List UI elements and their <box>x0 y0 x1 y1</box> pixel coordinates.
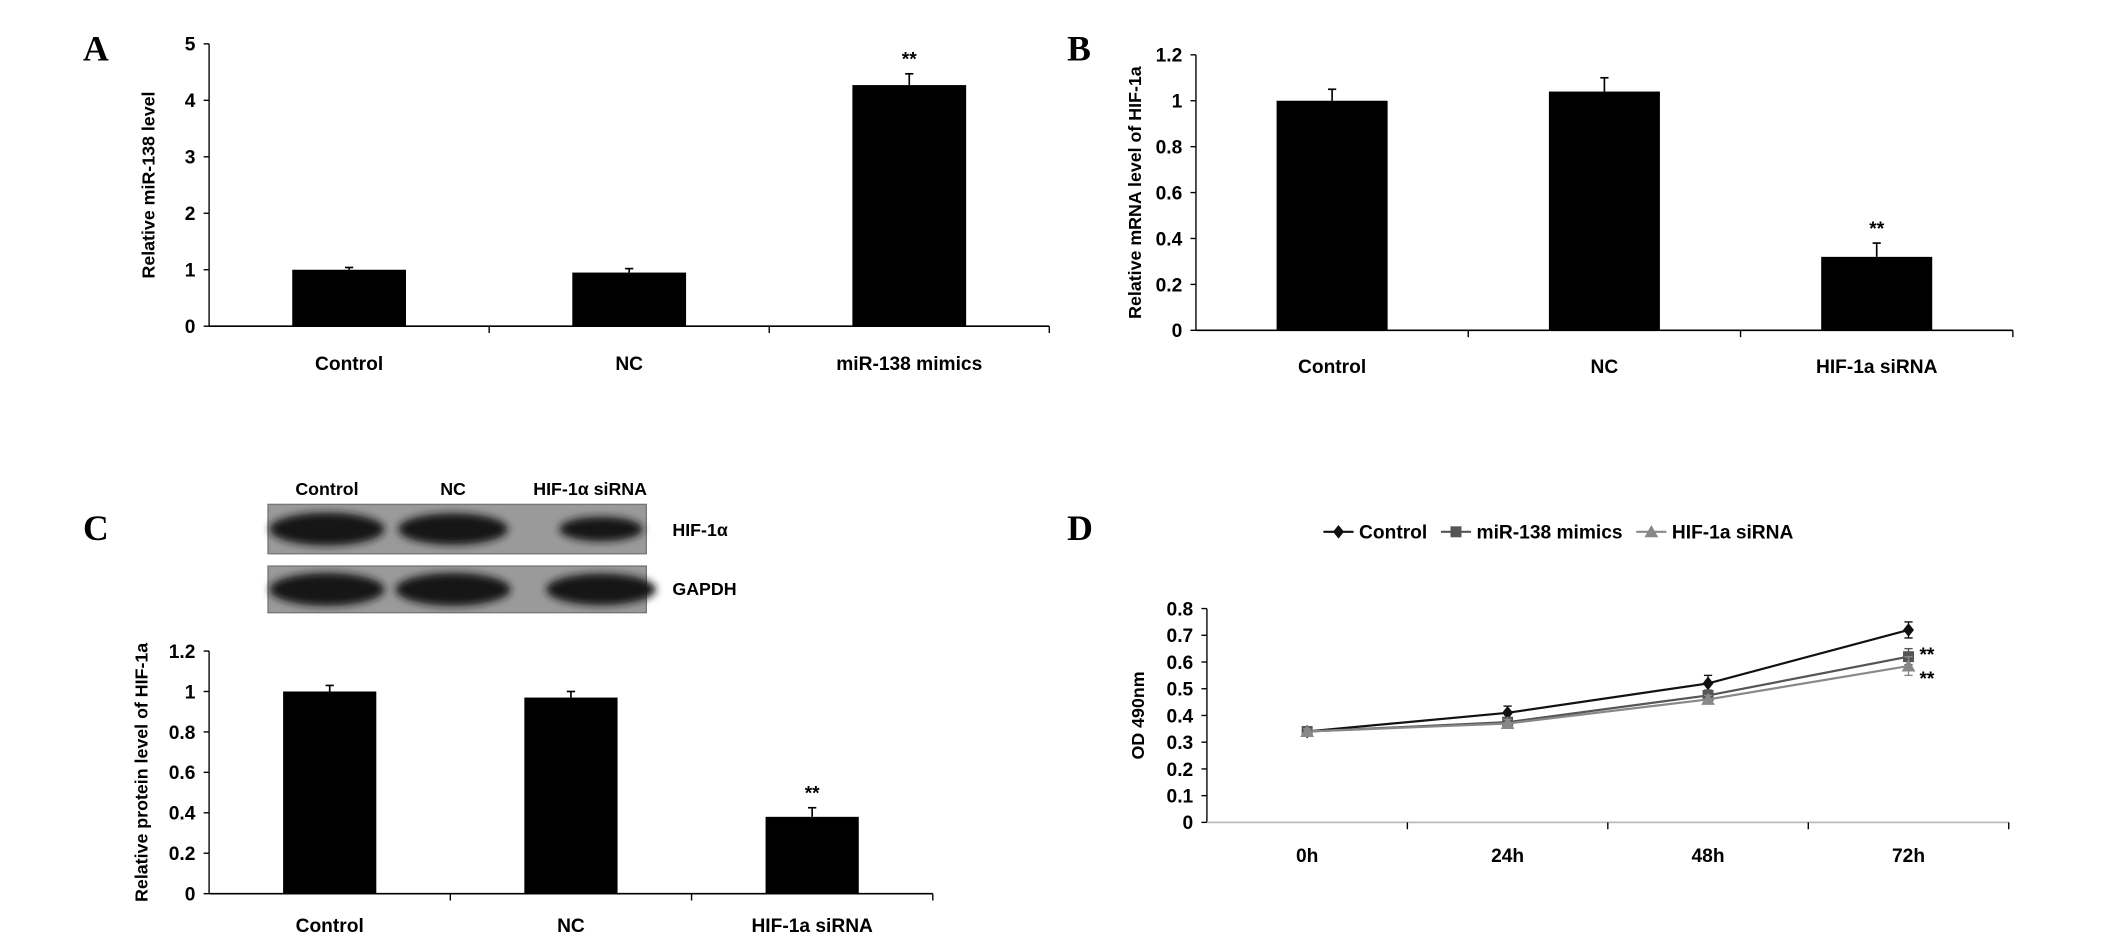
blot-band <box>269 512 385 546</box>
bar <box>1821 256 1933 331</box>
y-tick-label: 1 <box>185 682 196 703</box>
blot-band <box>398 513 509 545</box>
bar <box>292 269 407 327</box>
blot-lane-label: Control <box>295 479 358 499</box>
legend-label: miR-138 mimics <box>1477 523 1623 544</box>
y-tick-label: 4 <box>185 91 196 112</box>
y-tick-label: 0.7 <box>1167 626 1194 647</box>
legend-label: Control <box>1359 523 1427 544</box>
marker-diamond <box>1502 705 1514 720</box>
blot-band <box>395 572 511 606</box>
marker-diamond <box>1903 623 1914 637</box>
bar <box>765 816 859 894</box>
x-category-label: NC <box>615 354 643 375</box>
panel-label-c: C <box>83 508 109 548</box>
y-tick-label: 1.2 <box>169 642 196 663</box>
y-tick-label: 0 <box>1183 813 1194 834</box>
bar <box>524 697 618 894</box>
blot-band <box>269 572 385 606</box>
x-category-label: 0h <box>1296 846 1318 867</box>
x-category-label: 48h <box>1692 846 1725 867</box>
chart-b: 0 0.2 0.4 0.6 0.8 1 1.2 Relative mRNA level of … <box>1125 46 2014 378</box>
y-tick-label: 0.2 <box>169 844 196 865</box>
significance-mark: ** <box>902 50 917 71</box>
marker-diamond <box>1333 524 1344 539</box>
y-tick-label: 0 <box>185 317 196 338</box>
series-line <box>1307 664 1909 733</box>
x-category-label: Control <box>315 354 383 375</box>
y-tick-label: 0.6 <box>169 763 196 784</box>
x-category-label: 24h <box>1491 846 1524 867</box>
blot-lane-label: NC <box>440 479 466 499</box>
legend-label: HIF-1a siRNA <box>1672 523 1794 544</box>
marker-diamond <box>1702 676 1714 691</box>
y-tick-label: 2 <box>185 204 196 225</box>
x-category-label: miR-138 mimics <box>836 354 982 375</box>
y-axis-title: Relative protein level of HIF-1a <box>131 642 151 902</box>
marker-triangle <box>1644 524 1659 538</box>
marker-square <box>1450 526 1462 538</box>
significance-mark: ** <box>805 784 820 805</box>
x-category-label: 72h <box>1892 846 1925 867</box>
x-category-label: HIF-1a siRNA <box>1816 357 1938 378</box>
y-tick-label: 0.6 <box>1167 653 1194 674</box>
significance-mark: ** <box>1919 645 1934 666</box>
y-tick-label: 0.4 <box>169 804 196 825</box>
y-axis-title: OD 490nm <box>1128 671 1148 759</box>
y-axis-title: Relative mRNA level of HIF-1a <box>1125 65 1145 319</box>
y-tick-label: 1 <box>1172 92 1183 113</box>
y-tick-label: 0 <box>185 885 196 906</box>
y-tick-label: 0.8 <box>1156 138 1183 159</box>
y-tick-label: 3 <box>185 148 196 169</box>
panel-label-b: B <box>1067 28 1091 68</box>
series-line <box>1307 628 1909 733</box>
y-tick-label: 1.2 <box>1156 46 1183 67</box>
y-tick-label: 0 <box>1172 321 1183 342</box>
western-blot: Control NC HIF-1α siRNA HIF-1α GAPDH <box>267 479 737 614</box>
y-tick-label: 0.2 <box>1156 275 1183 296</box>
y-tick-label: 0.6 <box>1156 183 1183 204</box>
chart-c: 0 0.2 0.4 0.6 0.8 1 1.2 Relative protein level … <box>131 642 934 937</box>
blot-row-label: GAPDH <box>672 579 736 599</box>
marker-triangle <box>1300 724 1314 737</box>
y-tick-label: 0.8 <box>1167 599 1194 620</box>
y-tick-label: 0.5 <box>1167 680 1194 701</box>
x-category-label: Control <box>296 916 364 937</box>
y-tick-label: 0.4 <box>1156 229 1183 250</box>
y-tick-label: 5 <box>185 35 196 56</box>
x-category-label: Control <box>1298 357 1366 378</box>
bar <box>572 272 687 327</box>
bar <box>283 691 377 894</box>
series-line <box>1307 655 1909 733</box>
x-category-label: NC <box>1591 357 1619 378</box>
blot-band <box>546 573 657 606</box>
blot-lane-label: HIF-1α siRNA <box>533 479 647 499</box>
marker-triangle <box>1901 659 1916 672</box>
significance-mark: ** <box>1919 669 1934 690</box>
x-category-label: HIF-1a siRNA <box>751 916 873 937</box>
blot-row-label: HIF-1α <box>672 520 727 540</box>
chart-d: 0 0.1 0.2 0.3 0.4 0.5 0.6 0.7 0.8 OD 490nm 0h 24h 48… <box>1128 523 2010 867</box>
panel-label-a: A <box>83 28 109 68</box>
bar <box>852 85 967 327</box>
blot-band <box>559 516 644 542</box>
y-tick-label: 0.4 <box>1167 706 1194 727</box>
chart-a: 0 1 2 3 4 5 Relative miR-138 level Control NC ** m… <box>138 35 1050 375</box>
y-tick-label: 0.2 <box>1167 760 1194 781</box>
marker-triangle <box>1701 692 1715 705</box>
marker-triangle <box>1500 716 1515 729</box>
y-axis-title: Relative miR-138 level <box>138 92 158 279</box>
significance-mark: ** <box>1869 219 1884 240</box>
y-tick-label: 1 <box>185 261 196 282</box>
bar <box>1276 100 1388 331</box>
y-tick-label: 0.8 <box>169 723 196 744</box>
x-category-label: NC <box>557 916 585 937</box>
bar <box>1548 91 1660 331</box>
panel-label-d: D <box>1067 508 1093 548</box>
y-tick-label: 0.1 <box>1167 787 1194 808</box>
y-tick-label: 0.3 <box>1167 733 1194 754</box>
